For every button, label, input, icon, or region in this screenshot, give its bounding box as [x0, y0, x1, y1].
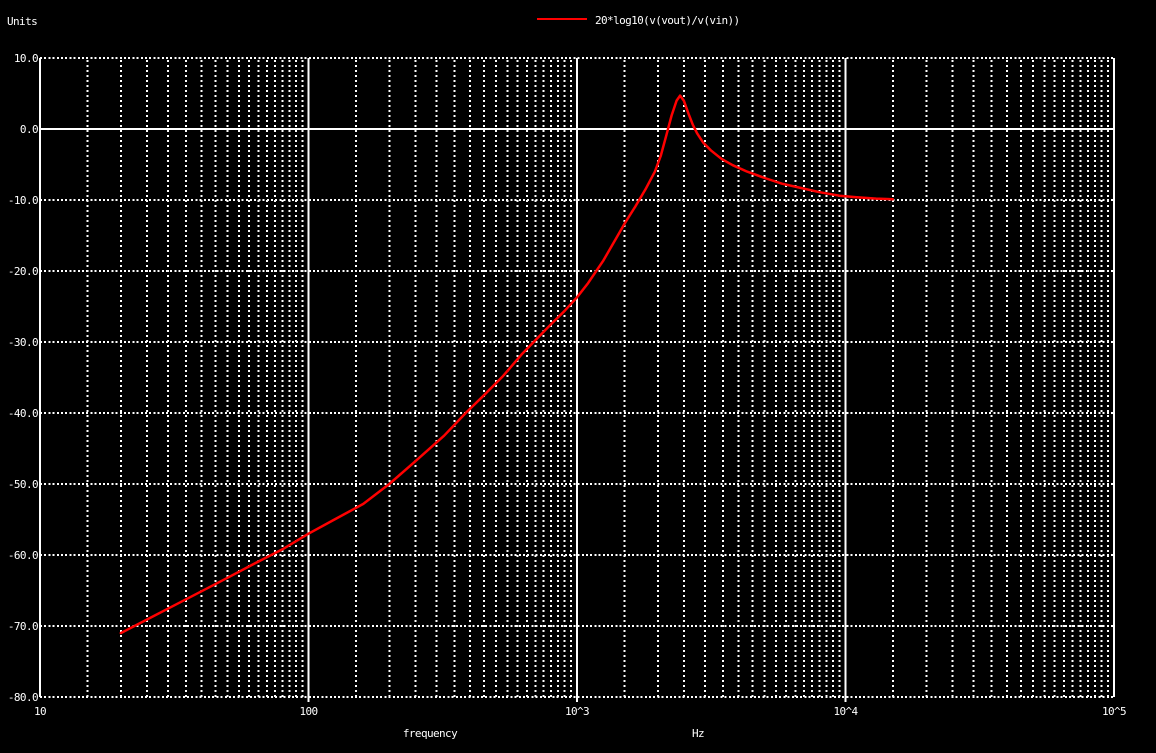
trace-layer	[119, 94, 895, 635]
y-tick-label: -60.0	[8, 549, 38, 562]
y-tick-label: -80.0	[8, 691, 38, 704]
y-tick-label: -30.0	[8, 336, 38, 349]
y-tick-label: 10.0	[14, 52, 38, 65]
y-tick-label: -70.0	[8, 620, 38, 633]
grid-layer	[39, 57, 1115, 702]
x-tick-label: 10^4	[833, 705, 858, 718]
label-layer: 10.0 0.0 -10.0 -20.0 -30.0 -40.0 -50.0 -60.0 -70…	[8, 52, 1127, 718]
y-tick-label: 0.0	[20, 123, 38, 136]
trace-line	[119, 94, 895, 635]
x-axis-title: frequency	[403, 727, 458, 740]
y-tick-label: -10.0	[8, 194, 38, 207]
x-axis-unit-label: Hz	[692, 727, 704, 740]
y-axis-units-label: Units	[7, 15, 37, 28]
y-tick-label: -50.0	[8, 478, 38, 491]
x-tick-label: 10^5	[1102, 705, 1126, 718]
x-tick-label: 10^3	[565, 705, 589, 718]
y-tick-label: -20.0	[8, 265, 38, 278]
x-tick-label: 10	[34, 705, 46, 718]
legend-label: 20*log10(v(vout)/v(vin))	[595, 14, 740, 27]
x-tick-label: 100	[299, 705, 317, 718]
y-tick-label: -40.0	[8, 407, 38, 420]
